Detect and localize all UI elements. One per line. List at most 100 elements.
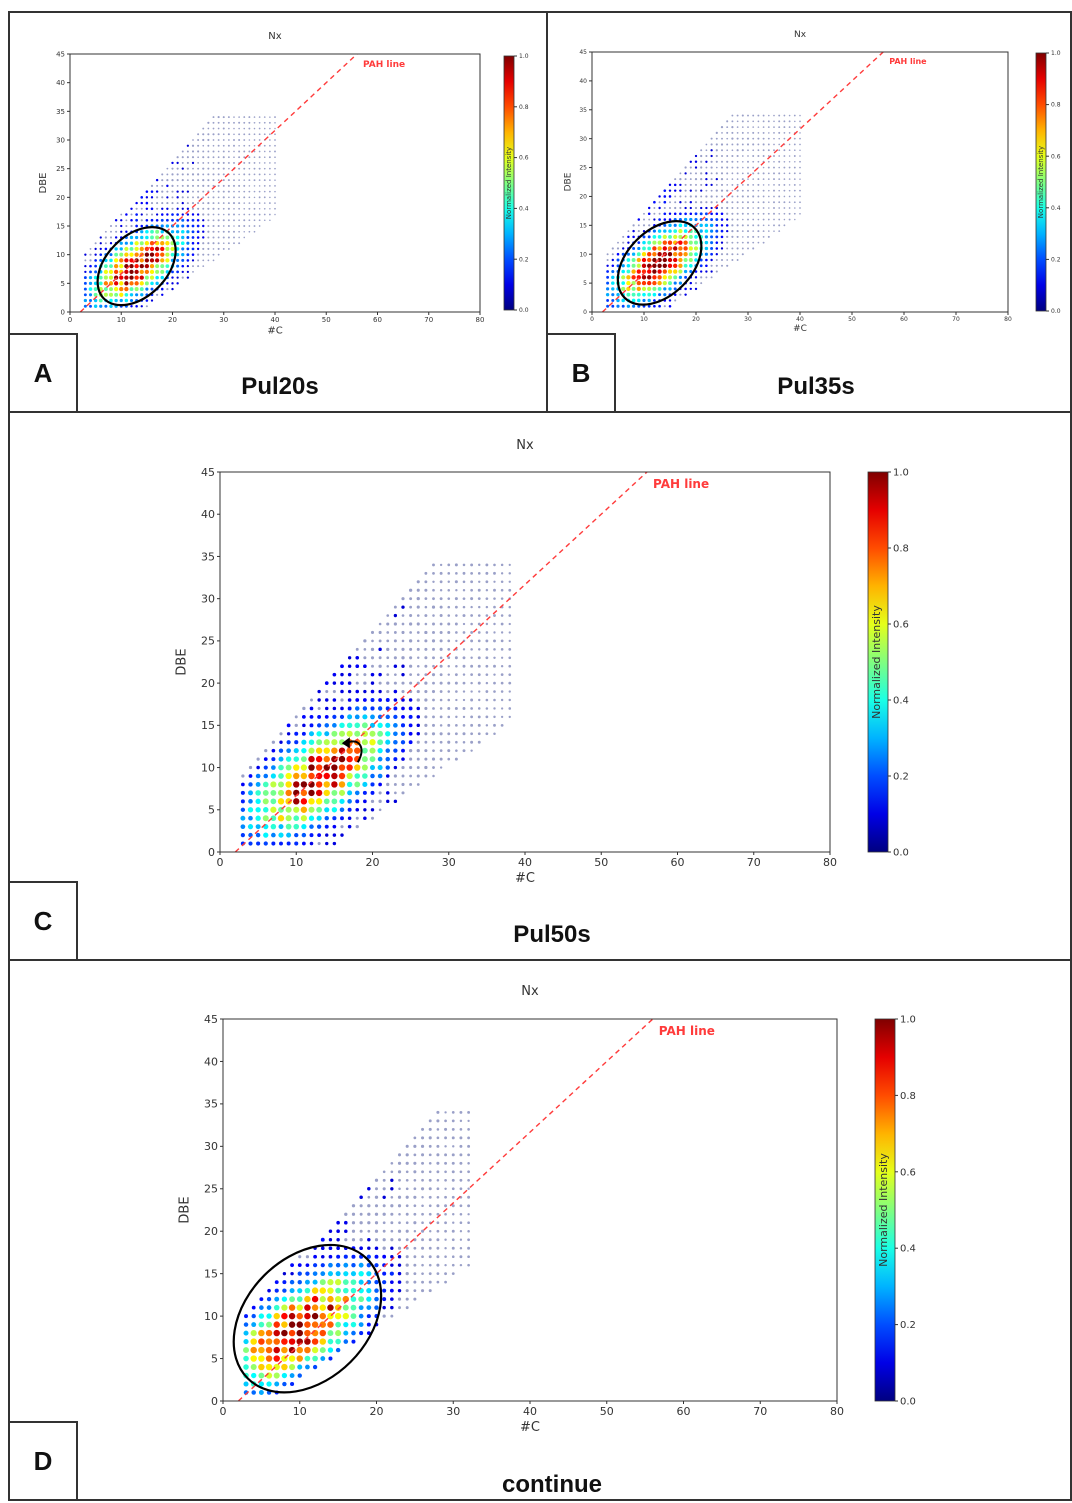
data-point (363, 799, 367, 804)
data-point (347, 706, 352, 711)
data-point (227, 161, 230, 164)
data-point (390, 1280, 394, 1284)
data-point (688, 252, 693, 257)
y-axis-label-b: DBE (563, 172, 573, 191)
data-point (129, 252, 134, 257)
data-point (265, 1338, 273, 1345)
data-point (212, 242, 215, 245)
data-point (715, 195, 718, 198)
data-point (424, 614, 428, 618)
data-point (699, 229, 703, 233)
data-point (626, 263, 631, 268)
data-point (662, 281, 667, 286)
data-point (139, 275, 144, 280)
data-point (705, 149, 708, 152)
data-point (93, 298, 98, 303)
data-point (700, 166, 703, 169)
data-point (421, 1229, 425, 1233)
data-point (222, 144, 225, 147)
data-point (454, 580, 458, 584)
data-point (653, 207, 656, 209)
data-point (439, 639, 443, 643)
data-point (233, 173, 235, 176)
data-point (313, 1254, 317, 1259)
data-point (747, 160, 749, 163)
x-tick-label: 50 (848, 316, 856, 323)
data-point (451, 1153, 455, 1157)
data-point (109, 298, 113, 303)
panel-caption-a: Pul20s (241, 373, 319, 400)
data-point (757, 212, 760, 215)
data-point (315, 755, 323, 763)
data-point (171, 173, 174, 176)
data-point (374, 1280, 379, 1285)
data-point (340, 672, 344, 677)
data-point (485, 647, 489, 651)
data-point (358, 1305, 364, 1311)
data-point (416, 639, 420, 643)
data-point (736, 120, 739, 123)
data-point (175, 252, 180, 257)
data-point (447, 715, 451, 719)
data-point (778, 149, 781, 152)
data-point (197, 133, 200, 136)
data-point (343, 1262, 349, 1268)
data-point (662, 275, 667, 280)
data-point (192, 196, 194, 199)
data-point (485, 707, 489, 710)
data-point (202, 213, 205, 216)
data-point (285, 789, 292, 797)
data-point (222, 139, 225, 141)
data-point (150, 190, 154, 193)
y-tick-label: 30 (204, 1140, 218, 1153)
data-point (248, 841, 253, 846)
data-point (700, 154, 703, 158)
data-point (393, 656, 397, 660)
data-point (120, 219, 123, 222)
data-point (424, 647, 428, 651)
data-point (741, 224, 744, 227)
x-tick-label: 80 (830, 1405, 844, 1418)
data-point (253, 144, 256, 147)
data-point (367, 1221, 371, 1225)
y-tick-label: 35 (201, 550, 215, 563)
data-point (621, 304, 625, 308)
data-point (436, 1136, 440, 1140)
data-point (263, 196, 266, 199)
data-point (332, 824, 337, 829)
data-point (397, 1254, 402, 1259)
data-point (673, 287, 677, 291)
data-point (274, 156, 276, 159)
data-point (297, 1263, 302, 1268)
data-point (444, 1119, 447, 1123)
data-point (447, 757, 451, 761)
data-point (447, 698, 451, 702)
data-point (799, 178, 801, 180)
data-point (129, 269, 134, 275)
data-point (346, 764, 353, 771)
data-point (731, 160, 734, 163)
data-point (626, 304, 631, 308)
data-point (331, 730, 338, 737)
data-point (332, 841, 337, 846)
data-point (165, 264, 170, 269)
data-point (207, 196, 210, 199)
data-point (715, 166, 718, 169)
data-point (694, 252, 698, 257)
data-point (757, 126, 760, 128)
data-point (720, 253, 724, 256)
data-point (741, 201, 744, 204)
data-point (663, 287, 667, 291)
data-point (180, 241, 185, 246)
data-point (343, 1271, 349, 1277)
data-point (243, 190, 246, 193)
data-point (367, 1229, 371, 1233)
data-point (154, 252, 160, 257)
data-point (715, 247, 719, 250)
data-point (741, 137, 744, 140)
data-point (301, 832, 307, 838)
data-point (212, 236, 215, 239)
data-point (248, 782, 253, 787)
data-point (485, 698, 489, 702)
data-point (752, 183, 755, 186)
